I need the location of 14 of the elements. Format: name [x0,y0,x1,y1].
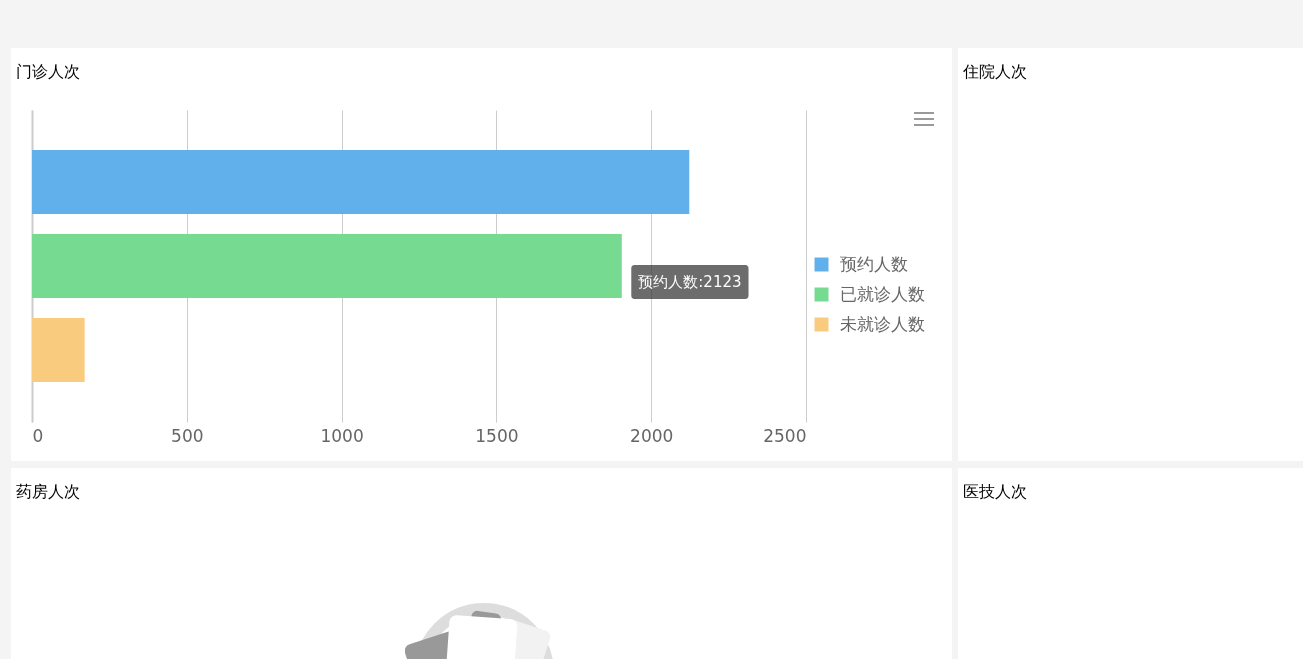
legend-label: 预约人数 [840,253,908,274]
x-tick-label: 1000 [320,425,364,446]
x-tick-label: 2000 [630,425,674,446]
legend-label: 未就诊人数 [840,313,925,334]
text: 医技人次 [963,482,1027,502]
x-tick-label: 0 [32,425,44,446]
x-tick-label: 500 [171,425,204,446]
chart-title: 门诊人次 [16,62,80,82]
legend-label: 已就诊人数 [840,283,925,304]
text: 住院人次 [963,62,1027,82]
x-tick-label: 2500 [763,425,807,446]
annotation: 预约人数:2123 [638,273,742,291]
text: 药房人次 [16,482,80,502]
x-tick-label: 1500 [475,425,519,446]
